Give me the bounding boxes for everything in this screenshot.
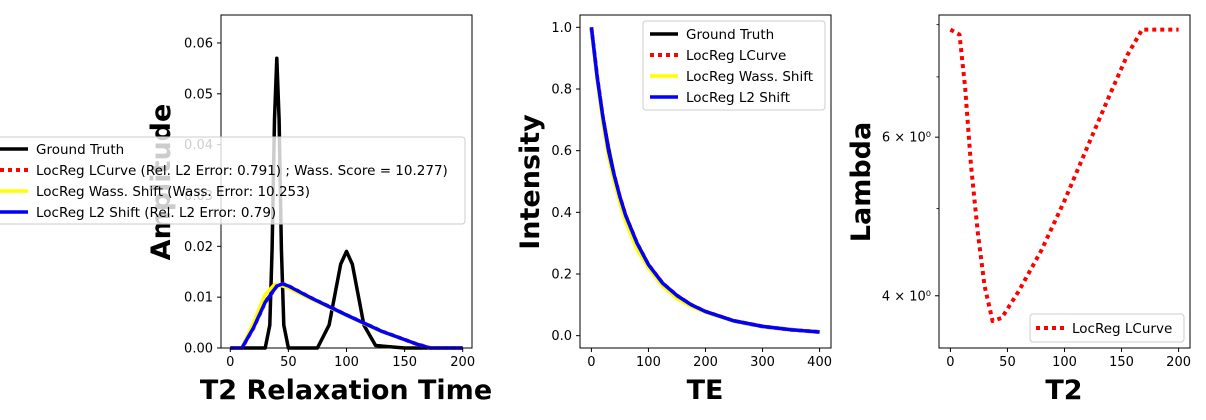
lambda-y-tick-label: 4 × 10⁰ [882,289,931,304]
amplitude-x-tick-label: 0 [226,355,234,370]
lambda-series-line-0 [949,27,1179,323]
lambda-panel: 0 50 100 150 200 4 × 10⁰ 6 × 10⁰ T2 Lambda [846,14,1191,406]
intensity-panel: 0 100 200 300 400 0.0 0.2 0.4 0.6 0.8 1.0 TE Inten… [515,14,832,406]
amplitude-legend-label-1: LocReg LCurve (Rel. L2 Error: 0.791) ; W… [36,163,448,179]
intensity-y-tick-label: 0.4 [551,206,572,221]
amplitude-y-tick-label: 0.05 [184,87,213,102]
amplitude-series-line-3 [230,282,463,350]
amplitude-x-tick-label: 100 [334,355,359,370]
amplitude-legend-label-0: Ground Truth [36,142,124,158]
amplitude-x-tick-label: 200 [450,355,475,370]
lambda-x-tick-label: 100 [1052,355,1077,370]
amplitude-y-tick-label: 0.02 [184,240,213,255]
intensity-legend-label-0: Ground Truth [686,27,774,43]
amplitude-y-tick-label: 0.01 [184,291,213,306]
intensity-y-tick-label: 0.6 [551,144,572,159]
amplitude-x-axis-label: T2 Relaxation Time [200,375,492,406]
lambda-y-axis-label: Lambda [846,122,877,242]
lambda-x-tick-label: 50 [999,355,1016,370]
intensity-x-axis-label: TE [687,375,724,406]
amplitude-legend-box [0,136,466,225]
lambda-x-axis-label: T2 [1045,375,1082,406]
intensity-x-tick-label: 400 [807,355,832,370]
lambda-y-tick-label: 6 × 10⁰ [882,131,931,146]
intensity-y-tick-label: 0.2 [551,268,572,283]
amplitude-x-tick-label: 50 [280,355,297,370]
intensity-x-tick-label: 300 [750,355,775,370]
amplitude-legend-label-2: LocReg Wass. Shift (Wass. Error: 10.253) [36,184,310,200]
lambda-x-tick-label: 200 [1166,355,1191,370]
lambda-legend-label-0: LocReg LCurve [1072,321,1172,337]
intensity-series-line-3 [589,27,820,334]
intensity-y-axis-label: Intensity [515,114,546,250]
lambda-series-group [949,27,1179,323]
intensity-y-tick-label: 0.0 [551,329,572,344]
amplitude-legend: Ground Truth LocReg LCurve (Rel. L2 Error… [0,136,466,225]
intensity-x-tick-label: 200 [693,355,718,370]
intensity-legend: Ground Truth LocReg LCurve LocReg Wass. Sh… [642,20,826,111]
lambda-legend-box [1029,313,1185,343]
lambda-x-tick-label: 0 [946,355,954,370]
amplitude-legend-label-3: LocReg L2 Shift (Rel. L2 Error: 0.79) [36,205,276,221]
intensity-legend-label-1: LocReg LCurve [686,48,786,64]
intensity-x-tick-label: 0 [587,355,595,370]
intensity-y-tick-label: 0.8 [551,83,572,98]
amplitude-x-tick-label: 150 [392,355,417,370]
amplitude-y-tick-label: 0.06 [184,36,213,51]
intensity-legend-label-2: LocReg Wass. Shift [686,69,813,85]
intensity-legend-box [642,20,826,111]
lambda-x-tick-label: 150 [1109,355,1134,370]
intensity-x-tick-label: 100 [636,355,661,370]
lambda-axes-frame [938,14,1191,349]
intensity-series-group [589,27,820,334]
intensity-y-tick-label: 1.0 [551,21,572,36]
intensity-tick-group: 0 100 200 300 400 0.0 0.2 0.4 0.6 0.8 1.0 [551,21,832,370]
amplitude-y-tick-label: 0.00 [184,342,213,357]
lambda-legend: LocReg LCurve [1029,313,1185,343]
intensity-legend-label-3: LocReg L2 Shift [686,90,790,106]
lambda-tick-group: 0 50 100 150 200 4 × 10⁰ 6 × 10⁰ [882,24,1191,370]
